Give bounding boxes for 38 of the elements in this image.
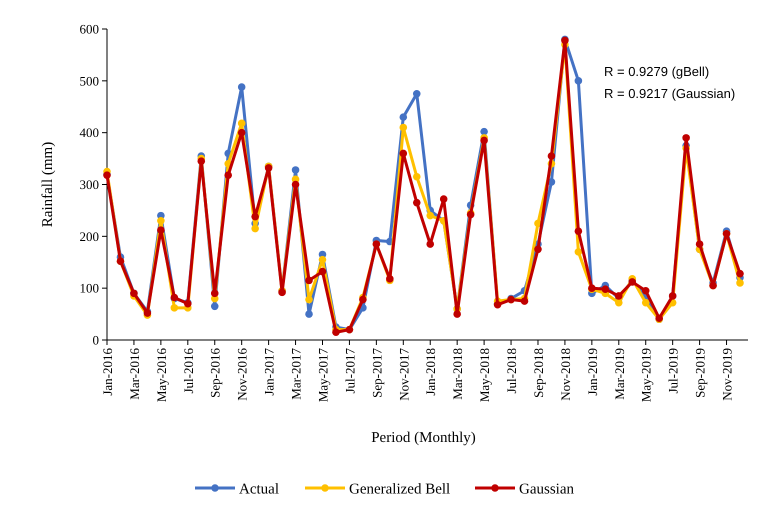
x-tick-label: Sep-2016 xyxy=(208,348,223,398)
x-tick-label: Mar-2019 xyxy=(612,348,627,400)
x-tick-label: Jul-2018 xyxy=(504,348,520,394)
y-tick-label: 500 xyxy=(80,73,99,88)
y-tick-label: 600 xyxy=(80,22,99,37)
x-tick-label: Mar-2016 xyxy=(126,348,142,400)
x-axis-title: Period (Monthly) xyxy=(371,430,476,446)
x-tick-label: Jul-2019 xyxy=(666,348,681,394)
x-tick-label: Sep-2017 xyxy=(369,348,384,398)
x-tick-label: Jul-2016 xyxy=(180,348,196,394)
x-tick-label: Nov-2018 xyxy=(558,348,573,401)
x-tick-label: Sep-2018 xyxy=(530,348,546,398)
y-axis-title: Rainfall (mm) xyxy=(40,142,56,228)
x-tick-label: Mar-2018 xyxy=(450,348,466,400)
x-tick-label: Jan-2018 xyxy=(423,348,438,396)
annotation: R = 0.9279 (gBell) xyxy=(604,64,710,79)
x-tick-label: May-2016 xyxy=(154,348,169,402)
x-tick-label: Nov-2019 xyxy=(720,348,735,401)
y-tick-label: 300 xyxy=(80,177,99,192)
x-tick-label: Jan-2016 xyxy=(100,348,115,396)
y-tick-label: 200 xyxy=(80,228,99,244)
x-tick-label: Nov-2017 xyxy=(396,348,412,401)
x-tick-label: Jul-2017 xyxy=(342,348,358,394)
x-tick-label: Mar-2017 xyxy=(288,348,304,400)
legend-label: Gaussian xyxy=(519,481,574,498)
y-tick-label: 400 xyxy=(80,125,99,140)
x-tick-label: May-2019 xyxy=(638,348,654,402)
x-tick-label: May-2018 xyxy=(477,348,492,402)
x-tick-label: May-2017 xyxy=(315,348,330,402)
y-tick-label: 100 xyxy=(80,280,99,296)
annotation: R = 0.9217 (Gaussian) xyxy=(604,86,736,101)
x-tick-label: Nov-2016 xyxy=(234,348,250,401)
x-tick-label: Jan-2017 xyxy=(262,348,277,396)
x-tick-label: Sep-2019 xyxy=(692,348,708,398)
y-tick-label: 0 xyxy=(92,332,99,348)
legend-label: Actual xyxy=(239,481,279,498)
legend-label: Generalized Bell xyxy=(349,481,450,498)
x-tick-label: Jan-2019 xyxy=(584,348,600,396)
